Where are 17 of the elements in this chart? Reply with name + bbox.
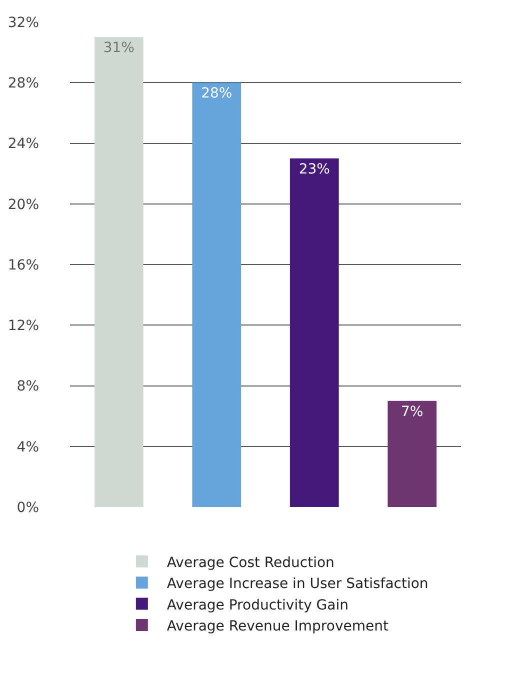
y-tick-label: 28% (8, 76, 39, 92)
legend-label: Average Revenue Improvement (166, 618, 389, 634)
y-tick-label: 4% (16, 439, 39, 456)
data-label: 28% (201, 86, 232, 102)
y-tick-label: 16% (8, 257, 39, 274)
legend-label: Average Increase in User Satisfaction (166, 576, 428, 592)
y-tick-label: 20% (8, 196, 39, 213)
data-label: 31% (103, 40, 134, 56)
legend-label: Average Productivity Gain (166, 597, 348, 614)
y-tick-label: 0% (16, 500, 39, 516)
data-label: 7% (401, 404, 424, 420)
y-tick-label: 24% (8, 136, 39, 152)
y-tick-label: 12% (8, 318, 39, 334)
y-tick-label: 8% (16, 378, 39, 395)
y-tick-label: 32% (8, 14, 39, 31)
legend-label: Average Cost Reduction (166, 554, 334, 571)
data-label: 23% (298, 161, 330, 178)
